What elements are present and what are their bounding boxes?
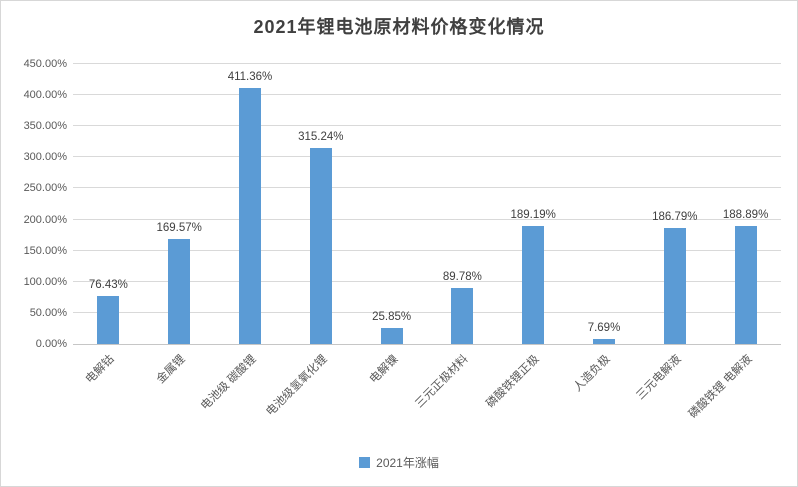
y-tick-label: 0.00% — [35, 338, 67, 350]
bar-value-label: 25.85% — [372, 310, 412, 323]
plot-area: 76.43% 169.57% 411.36% 315.24% 25.85% 89.78% 1… — [73, 63, 781, 345]
gridline — [73, 280, 781, 282]
y-tick-label: 300.00% — [23, 151, 67, 164]
bar — [593, 339, 615, 344]
x-axis-line — [73, 344, 781, 345]
bar-value-label: 315.24% — [298, 130, 344, 143]
gridline — [73, 63, 781, 64]
gridline — [73, 249, 781, 251]
bar-value-label: 76.43% — [88, 279, 128, 292]
bar — [380, 327, 403, 344]
legend-marker-icon — [359, 457, 371, 468]
gridline — [73, 94, 781, 96]
x-category-label: 电解钴 — [84, 353, 118, 387]
gridline — [73, 218, 781, 220]
bar — [451, 288, 474, 344]
bar — [522, 226, 545, 344]
y-tick-label: 400.00% — [23, 89, 67, 102]
bar — [239, 88, 261, 344]
y-tick-label: 350.00% — [23, 120, 67, 133]
y-tick-label: 150.00% — [23, 244, 67, 257]
bar — [168, 238, 191, 344]
bar-value-label: 7.69% — [587, 322, 621, 335]
bar-value-label: 169.57% — [156, 221, 202, 234]
y-tick-label: 450.00% — [23, 58, 67, 70]
y-tick-label: 100.00% — [23, 275, 67, 288]
bar — [97, 296, 120, 344]
gridline — [73, 156, 781, 158]
bar — [734, 226, 757, 344]
legend-label: 2021年涨幅 — [376, 456, 439, 470]
bar-value-label: 188.89% — [722, 209, 769, 222]
gridline — [73, 125, 781, 127]
y-tick-label: 200.00% — [23, 213, 67, 226]
bar-value-label: 89.78% — [442, 271, 482, 284]
bar-value-label: 189.19% — [510, 209, 556, 222]
y-tick-label: 50.00% — [29, 306, 67, 319]
bar — [309, 147, 332, 344]
legend: 2021年涨幅 — [1, 454, 797, 471]
bar-value-label: 186.79% — [652, 210, 698, 223]
chart-title: 2021年锂电池原材料价格变化情况 — [253, 17, 545, 37]
bar-value-label: 411.36% — [227, 71, 273, 84]
gridline — [73, 311, 781, 313]
bar — [663, 227, 686, 344]
gridline — [73, 187, 781, 189]
y-tick-label: 250.00% — [23, 182, 67, 195]
